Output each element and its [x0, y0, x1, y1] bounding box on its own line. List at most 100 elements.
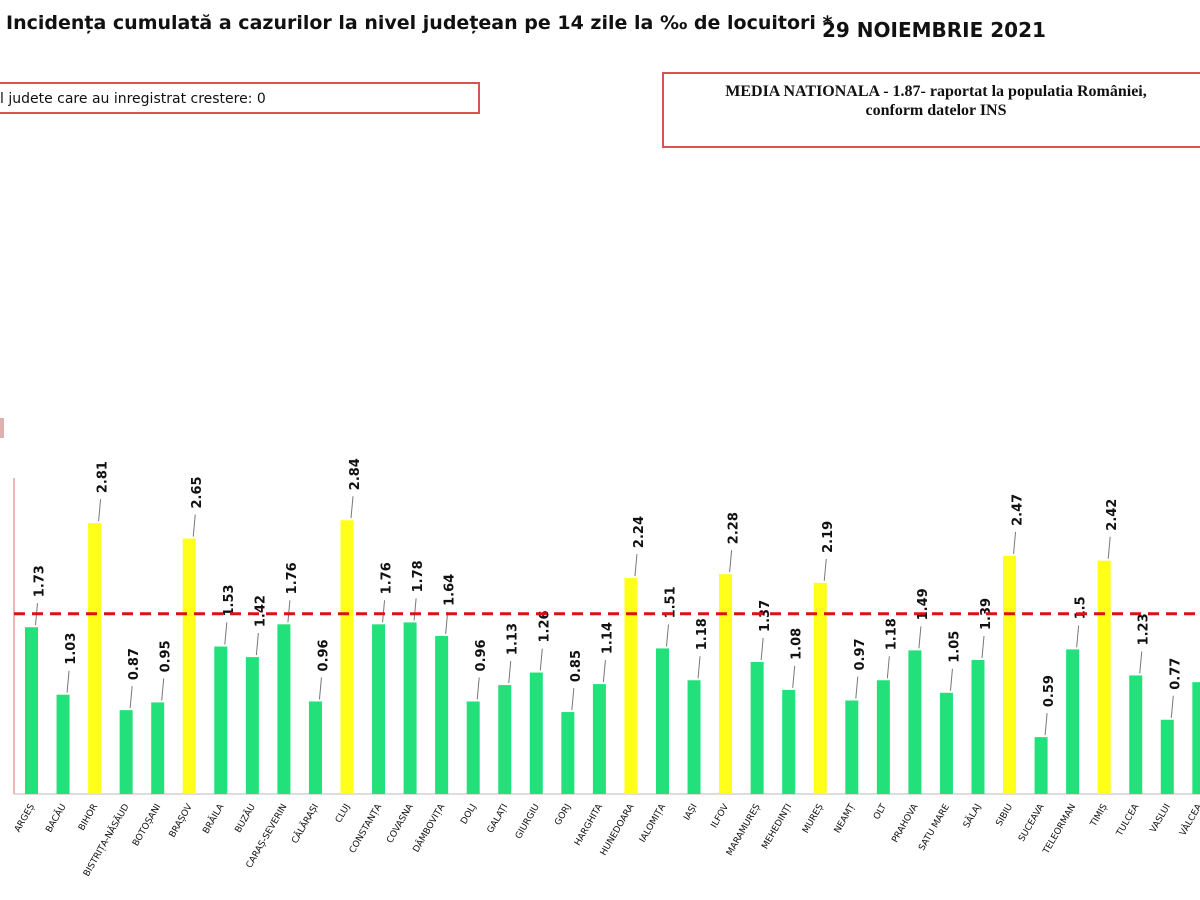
value-label-2: 2.81 — [96, 461, 111, 493]
bar-13 — [435, 635, 449, 794]
category-label-28: PRAHOVA — [890, 802, 921, 845]
value-label-26: 0.97 — [853, 638, 868, 670]
value-label-23: 1.37 — [758, 600, 773, 632]
bar-3 — [119, 710, 133, 794]
value-label-3: 0.87 — [127, 648, 142, 680]
value-label-19: 2.24 — [632, 516, 647, 548]
report-date: 29 NOIEMBRIE 2021 — [822, 18, 1046, 42]
bar-28 — [908, 650, 922, 794]
value-label-34: 2.42 — [1105, 499, 1120, 531]
bar-25 — [813, 582, 827, 794]
leader-line-19 — [634, 554, 638, 577]
leader-line-1 — [66, 670, 70, 693]
category-label-35: TULCEA — [1115, 802, 1142, 839]
y-axis-fragment — [0, 418, 4, 438]
bar-36 — [1160, 719, 1174, 794]
category-label-0: ARGEȘ — [13, 802, 37, 834]
bar-14 — [466, 701, 480, 794]
category-label-15: GALAȚI — [486, 803, 511, 836]
category-label-13: DÂMBOVIȚA — [410, 801, 448, 855]
leader-line-12 — [413, 598, 417, 621]
category-label-26: NEAMȚ — [833, 802, 858, 835]
bar-27 — [876, 680, 890, 794]
category-label-9: CĂLĂRAȘI — [289, 802, 321, 846]
category-label-19: HUNEDOARA — [599, 802, 637, 858]
value-label-15: 1.13 — [506, 623, 521, 655]
leader-line-36 — [1170, 695, 1174, 718]
leader-line-30 — [981, 635, 985, 659]
category-label-34: TIMIȘ — [1088, 802, 1109, 829]
category-label-23: MARAMUREȘ — [725, 802, 763, 857]
leader-line-9 — [318, 677, 322, 700]
category-label-29: SATU MARE — [917, 802, 952, 852]
national-average-line2: conform datelor INS — [865, 102, 1007, 119]
category-label-7: BUZĂU — [232, 802, 258, 835]
bar-24 — [782, 689, 796, 794]
leader-line-7 — [255, 633, 259, 656]
category-label-4: BOTOȘANI — [131, 803, 163, 849]
category-label-36: VASLUI — [1149, 803, 1173, 835]
bar-34 — [1097, 560, 1111, 794]
bar-4 — [151, 702, 165, 794]
leader-line-3 — [129, 686, 133, 709]
bar-26 — [845, 700, 859, 794]
bar-29 — [939, 692, 953, 794]
category-label-21: IAȘI — [682, 803, 699, 823]
leader-line-33 — [1076, 625, 1080, 648]
value-label-6: 1.53 — [222, 584, 237, 616]
value-label-5: 2.65 — [190, 476, 205, 508]
value-label-1: 1.03 — [64, 633, 79, 665]
category-label-37: VÂLCEA — [1177, 801, 1200, 838]
leader-line-35 — [1139, 651, 1143, 674]
category-label-1: BACĂU — [43, 802, 69, 835]
leader-line-11 — [382, 600, 386, 623]
leader-line-5 — [192, 514, 196, 537]
leader-line-32 — [1044, 713, 1048, 736]
value-label-16: 1.26 — [537, 610, 552, 642]
leader-line-20 — [666, 624, 669, 647]
bar-15 — [498, 685, 512, 794]
bar-16 — [529, 672, 543, 794]
category-label-33: TELEORMAN — [1041, 803, 1078, 857]
category-label-20: IALOMIȚA — [638, 802, 668, 845]
category-label-32: SUCEAVA — [1017, 802, 1047, 844]
value-label-25: 2.19 — [821, 521, 836, 553]
value-label-12: 1.78 — [411, 560, 426, 592]
leader-line-8 — [287, 600, 291, 623]
bar-10 — [340, 520, 354, 794]
leader-line-29 — [949, 668, 953, 691]
leader-line-14 — [476, 677, 480, 700]
category-label-11: CONSTANȚA — [348, 802, 385, 855]
category-label-14: DOLJ — [459, 803, 479, 827]
bar-0 — [25, 627, 38, 794]
leader-line-31 — [1013, 531, 1017, 554]
increase-counties-box: l judete care au inregistrat crestere: 0 — [0, 82, 480, 114]
value-label-14: 0.96 — [474, 639, 489, 671]
leader-line-6 — [224, 622, 228, 645]
category-label-5: BRAȘOV — [168, 802, 196, 840]
bar-32 — [1034, 737, 1048, 794]
value-label-4: 0.95 — [159, 640, 174, 672]
leader-line-26 — [855, 676, 859, 699]
bar-21 — [687, 680, 701, 794]
value-label-8: 1.76 — [285, 562, 300, 594]
category-label-12: COVASNA — [385, 802, 416, 845]
bar-17 — [561, 712, 575, 794]
bar-31 — [1003, 555, 1017, 794]
bar-1 — [56, 694, 70, 794]
leader-line-28 — [918, 626, 922, 649]
value-label-29: 1.05 — [947, 631, 962, 663]
category-label-30: SĂLAJ — [960, 802, 983, 830]
bar-8 — [277, 624, 291, 794]
category-label-18: HARGHITA — [573, 802, 605, 848]
category-label-24: MEHEDINȚI — [760, 803, 794, 852]
leader-line-2 — [98, 499, 102, 522]
value-label-7: 1.42 — [253, 595, 268, 627]
leader-line-23 — [760, 637, 764, 660]
bar-30 — [971, 660, 985, 794]
category-label-31: SIBIU — [995, 803, 1016, 829]
value-label-32: 0.59 — [1042, 675, 1057, 707]
value-label-21: 1.18 — [695, 618, 710, 650]
value-label-35: 1.23 — [1137, 613, 1152, 645]
bar-35 — [1129, 675, 1143, 794]
